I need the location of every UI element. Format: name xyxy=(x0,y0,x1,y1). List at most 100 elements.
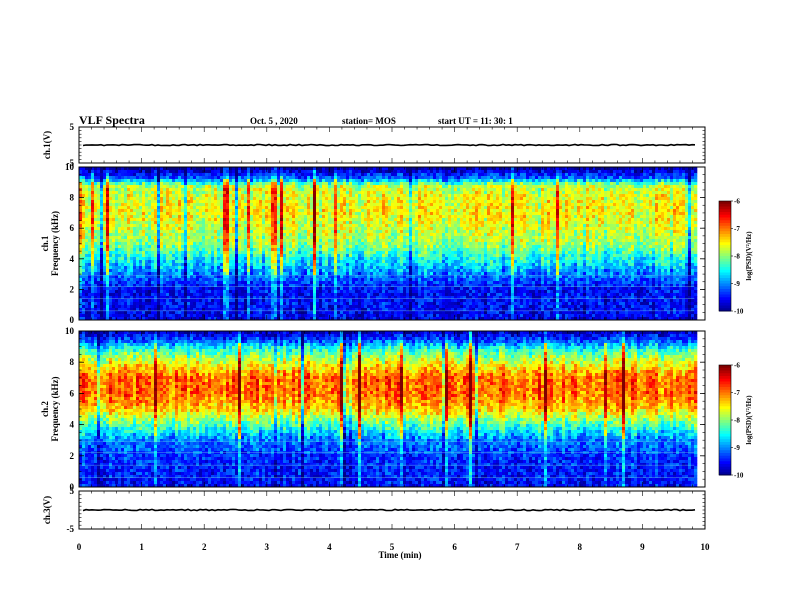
spectrogram-cell xyxy=(175,200,178,203)
spectrogram-cell xyxy=(121,191,124,194)
spectrogram-cell xyxy=(175,215,178,218)
spectrogram-cell xyxy=(145,230,148,233)
spectrogram-cell xyxy=(181,281,184,284)
spectrogram-cell xyxy=(229,278,232,281)
spectrogram-cell xyxy=(82,299,85,302)
spectrogram-cell xyxy=(145,203,148,206)
spectrogram-cell xyxy=(133,278,136,281)
spectrogram-cell xyxy=(175,269,178,272)
spectrogram-cell xyxy=(160,263,163,266)
spectrogram-cell xyxy=(229,248,232,251)
spectrogram-cell xyxy=(199,293,202,296)
spectrogram-cell xyxy=(175,209,178,212)
spectrogram-cell xyxy=(211,266,214,269)
spectrogram-cell xyxy=(133,245,136,248)
spectrogram-cell xyxy=(154,302,157,305)
spectrogram-cell xyxy=(94,191,97,194)
spectrogram-cell xyxy=(85,242,88,245)
spectrogram-cell xyxy=(145,170,148,173)
spectrogram-cell xyxy=(130,170,133,173)
spectrogram-cell xyxy=(181,185,184,188)
spectrogram-cell xyxy=(178,233,181,236)
spectrogram-cell xyxy=(211,188,214,191)
spectrogram-cell xyxy=(151,194,154,197)
spectrogram-cell xyxy=(199,314,202,317)
spectrogram-cell xyxy=(190,218,193,221)
spectrogram-cell xyxy=(250,254,253,257)
spectrogram-cell xyxy=(103,176,106,179)
spectrogram-cell xyxy=(142,206,145,209)
spectrogram-cell xyxy=(244,209,247,212)
spectrogram-cell xyxy=(229,242,232,245)
spectrogram-cell xyxy=(226,263,229,266)
spectrogram-cell xyxy=(214,182,217,185)
spectrogram-cell xyxy=(115,314,118,317)
spectrogram-cell xyxy=(178,314,181,317)
spectrogram-cell xyxy=(235,218,238,221)
spectrogram-cell xyxy=(214,284,217,287)
spectrogram-cell xyxy=(172,257,175,260)
spectrogram-cell xyxy=(91,233,94,236)
spectrogram-cell xyxy=(232,179,235,182)
spectrogram-cell xyxy=(160,206,163,209)
spectrogram-cell xyxy=(160,314,163,317)
spectrogram-cell xyxy=(139,284,142,287)
spectrogram-cell xyxy=(160,182,163,185)
spectrogram-cell xyxy=(202,206,205,209)
spectrogram-cell xyxy=(184,257,187,260)
spectrogram-cell xyxy=(139,302,142,305)
spectrogram-cell xyxy=(181,200,184,203)
spectrogram-cell xyxy=(190,185,193,188)
spectrogram-cell xyxy=(109,218,112,221)
spectrogram-cell xyxy=(229,203,232,206)
spectrogram-cell xyxy=(217,272,220,275)
spectrogram-cell xyxy=(103,239,106,242)
spectrogram-cell xyxy=(184,191,187,194)
spectrogram-cell xyxy=(256,191,259,194)
spectrogram-cell xyxy=(238,278,241,281)
spectrogram-cell xyxy=(154,233,157,236)
spectrogram-cell xyxy=(187,188,190,191)
spectrogram-cell xyxy=(211,218,214,221)
spectrogram-cell xyxy=(94,260,97,263)
spectrogram-cell xyxy=(109,263,112,266)
spectrogram-cell xyxy=(121,233,124,236)
spectrogram-cell xyxy=(172,311,175,314)
spectrogram-cell xyxy=(256,179,259,182)
spectrogram-cell xyxy=(97,260,100,263)
spectrogram-cell xyxy=(169,182,172,185)
spectrogram-cell xyxy=(157,200,160,203)
spectrogram-cell xyxy=(112,263,115,266)
spectrogram-cell xyxy=(223,299,226,302)
spectrogram-cell xyxy=(214,188,217,191)
spectrogram-cell xyxy=(223,311,226,314)
spectrogram-cell xyxy=(88,236,91,239)
spectrogram-cell xyxy=(175,236,178,239)
spectrogram-cell xyxy=(157,209,160,212)
spectrogram-cell xyxy=(241,176,244,179)
spectrogram-cell xyxy=(202,236,205,239)
spectrogram-cell xyxy=(142,257,145,260)
spectrogram-cell xyxy=(181,197,184,200)
spectrogram-cell xyxy=(256,176,259,179)
spectrogram-cell xyxy=(157,194,160,197)
spectrogram-cell xyxy=(235,278,238,281)
spectrogram-cell xyxy=(136,176,139,179)
spectrogram-cell xyxy=(88,248,91,251)
spectrogram-cell xyxy=(112,176,115,179)
spectrogram-cell xyxy=(187,221,190,224)
spectrogram-cell xyxy=(100,185,103,188)
spectrogram-cell xyxy=(109,191,112,194)
spectrogram-cell xyxy=(178,245,181,248)
spectrogram-cell xyxy=(103,305,106,308)
spectrogram-cell xyxy=(112,170,115,173)
spectrogram-cell xyxy=(148,254,151,257)
spectrogram-cell xyxy=(148,287,151,290)
spectrogram-cell xyxy=(184,269,187,272)
spectrogram-cell xyxy=(220,194,223,197)
spectrogram-cell xyxy=(199,179,202,182)
spectrogram-cell xyxy=(106,215,109,218)
spectrogram-cell xyxy=(238,176,241,179)
spectrogram-cell xyxy=(187,185,190,188)
spectrogram-cell xyxy=(244,224,247,227)
